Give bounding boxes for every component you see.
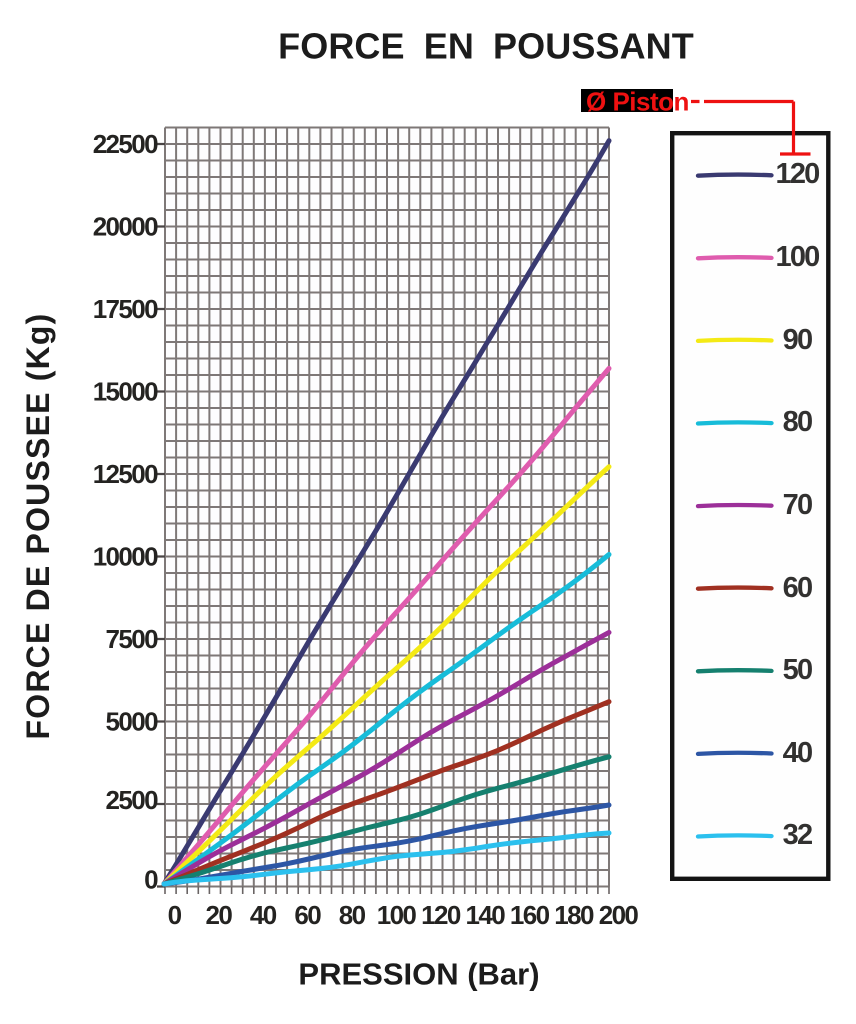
svg-text:120: 120	[776, 158, 820, 190]
svg-text:7500: 7500	[106, 624, 159, 654]
svg-text:50: 50	[783, 654, 812, 686]
svg-text:5000: 5000	[106, 707, 159, 737]
svg-text:32: 32	[783, 819, 812, 851]
svg-text:17500: 17500	[93, 294, 158, 324]
svg-text:140: 140	[466, 900, 506, 930]
svg-text:PRESSION (Bar): PRESSION (Bar)	[298, 957, 539, 992]
svg-text:0: 0	[168, 900, 182, 930]
svg-text:70: 70	[783, 489, 812, 521]
svg-text:60: 60	[783, 572, 812, 604]
svg-text:200: 200	[599, 900, 639, 930]
svg-text:20000: 20000	[93, 212, 158, 242]
svg-text:15000: 15000	[93, 377, 158, 407]
svg-text:60: 60	[294, 900, 321, 930]
svg-text:80: 80	[339, 900, 366, 930]
svg-text:FORCE EN POUSSANT: FORCE EN POUSSANT	[278, 26, 694, 67]
svg-text:80: 80	[783, 406, 812, 438]
svg-text:12500: 12500	[93, 459, 158, 489]
svg-text:100: 100	[776, 241, 820, 273]
svg-text:100: 100	[377, 900, 417, 930]
svg-text:0: 0	[144, 865, 158, 895]
svg-text:20: 20	[206, 900, 233, 930]
svg-text:180: 180	[554, 900, 594, 930]
svg-text:Ø Piston: Ø Piston	[586, 87, 689, 117]
svg-text:10000: 10000	[93, 542, 158, 572]
svg-text:40: 40	[250, 900, 277, 930]
svg-text:22500: 22500	[93, 129, 158, 159]
svg-text:40: 40	[783, 737, 812, 769]
svg-text:160: 160	[510, 900, 550, 930]
svg-text:2500: 2500	[106, 785, 159, 815]
svg-text:FORCE DE POUSSEE (Kg): FORCE DE POUSSEE (Kg)	[20, 312, 56, 739]
svg-text:90: 90	[783, 324, 812, 356]
svg-text:120: 120	[421, 900, 461, 930]
